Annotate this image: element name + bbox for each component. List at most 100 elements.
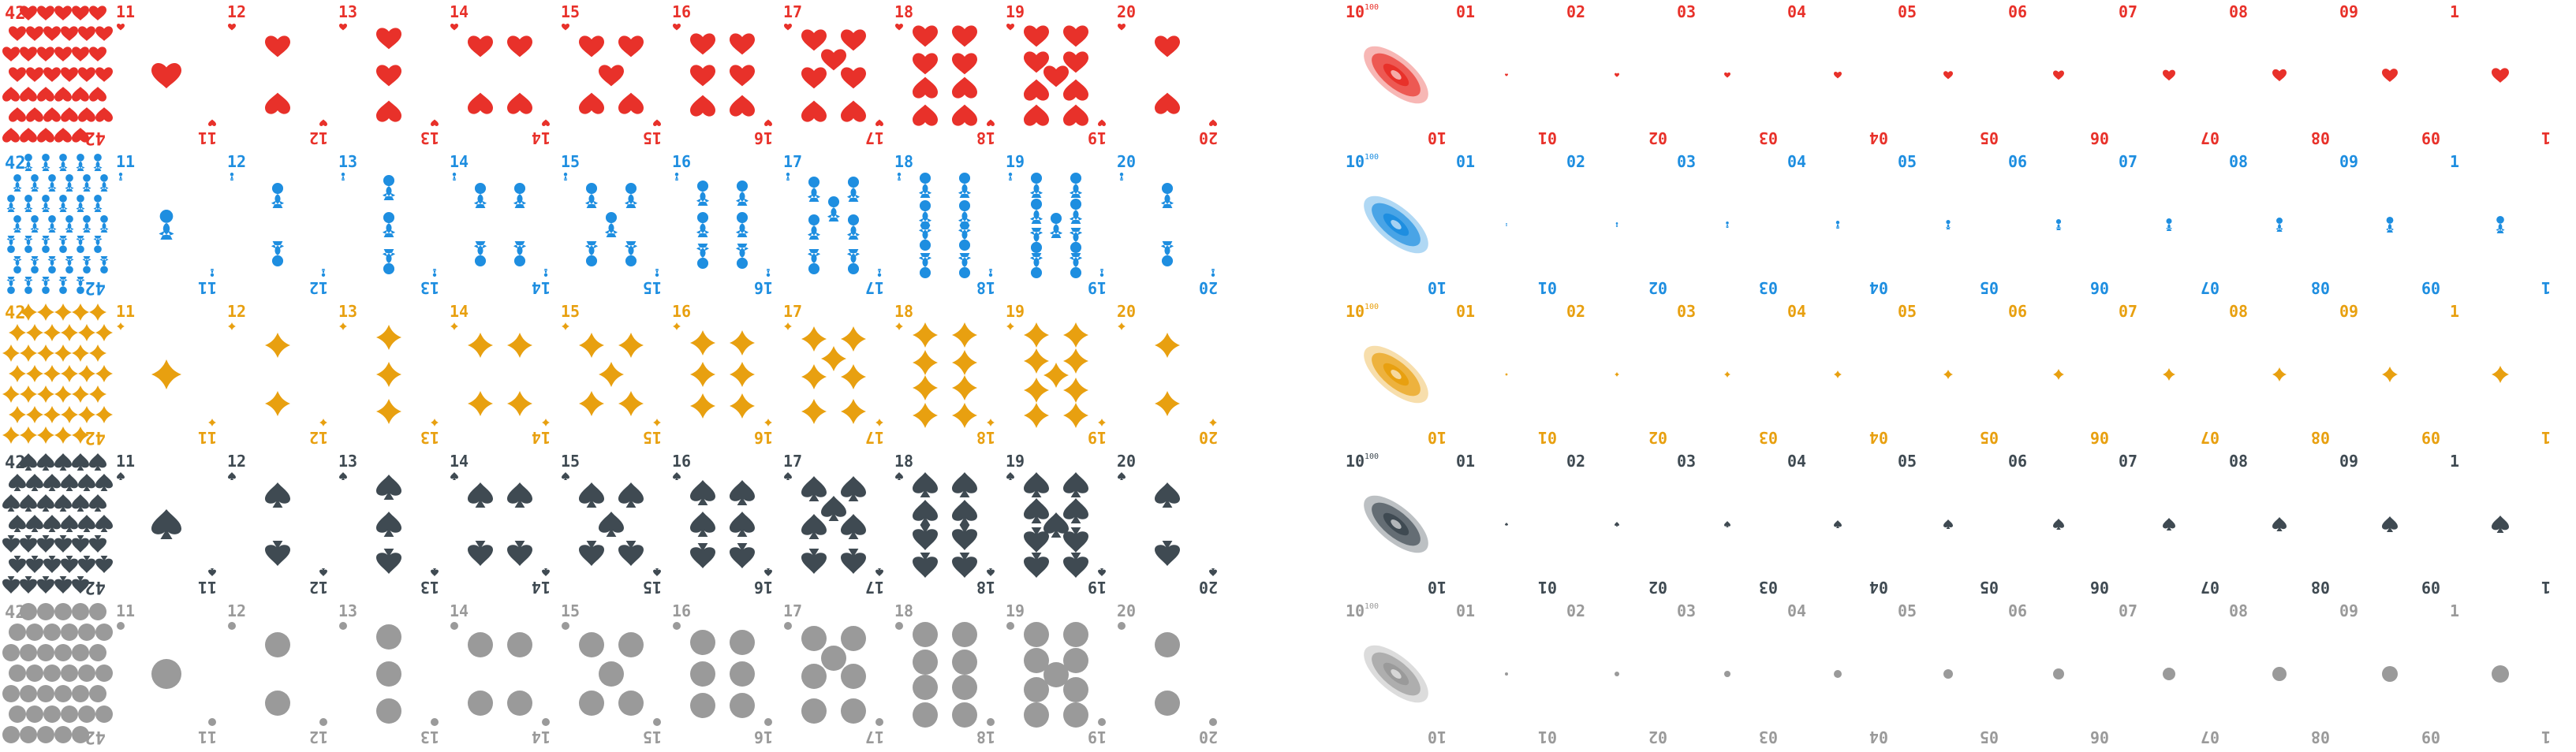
card-08-pips: 08 08 (2229, 601, 2330, 746)
card-42-diamonds: 42 42 (2, 303, 113, 447)
pips-pip-icon (54, 603, 72, 620)
card-label: 01 (1538, 428, 1557, 447)
diamonds-pip-icon (1063, 378, 1088, 403)
clubs-pip-icon (271, 241, 284, 266)
spades-pip-icon (1024, 498, 1049, 523)
diamonds-pip-icon (1615, 372, 1619, 377)
spades-pip-icon (54, 576, 72, 594)
pips-pip-icon (89, 644, 106, 661)
clubs-pip-icon (919, 200, 931, 225)
card-label: 19 (1006, 302, 1025, 321)
spades-pip-icon (690, 543, 715, 568)
diamonds-pip-icon (2272, 367, 2287, 382)
hearts-corner-icon (450, 24, 458, 31)
clubs-pip-icon (808, 214, 820, 240)
hearts-pip-icon (913, 25, 938, 47)
card-label: 08 (2311, 578, 2330, 597)
card-label: 20 (1117, 302, 1136, 321)
hearts-pip-icon (1063, 79, 1088, 101)
card-07-clubs: 07 07 (2119, 152, 2219, 297)
pips-pip-icon (690, 630, 715, 655)
hearts-corner-icon (319, 119, 327, 126)
clubs-pip-icon (1030, 228, 1043, 253)
hearts-pip-icon (26, 67, 43, 82)
clubs-pip-icon (808, 177, 820, 202)
card-label: 13 (420, 578, 439, 597)
card-label: 12 (309, 428, 328, 447)
card-label: 12 (227, 2, 246, 21)
clubs-pip-icon (47, 174, 57, 192)
hearts-pip-icon (20, 47, 37, 61)
hearts-pip-icon (20, 6, 37, 20)
card-label: 03 (1759, 428, 1778, 447)
spades-pip-icon (690, 512, 715, 537)
diamonds-pip-icon (54, 344, 72, 362)
clubs-pip-icon (6, 236, 16, 253)
card-label: 13 (338, 2, 357, 21)
diamonds-pip-icon (89, 303, 106, 321)
card-label: 05 (1980, 728, 1999, 746)
hearts-pip-icon (78, 26, 95, 41)
hearts-corner-icon (653, 119, 661, 126)
hearts-pip-icon (913, 104, 938, 126)
spades-pip-icon (37, 494, 54, 512)
pips-corner-icon (875, 718, 883, 726)
hearts-pip-icon (54, 128, 72, 143)
hearts-pip-icon (841, 67, 866, 89)
hearts-pip-icon (599, 65, 624, 87)
clubs-corner-icon (766, 269, 771, 277)
card-label: 20 (1199, 278, 1218, 297)
clubs-corner-icon (786, 173, 790, 181)
diamonds-pip-icon (2, 385, 20, 403)
spades-pip-icon (37, 576, 54, 594)
card-label: 12 (227, 152, 246, 171)
clubs-corner-icon (341, 173, 345, 181)
clubs-corner-icon (877, 269, 882, 277)
clubs-corner-icon (1119, 173, 1124, 181)
card-label: 17 (783, 302, 802, 321)
clubs-pip-icon (696, 212, 709, 237)
card-label: 08 (2229, 152, 2248, 171)
spades-pip-icon (821, 496, 846, 521)
card-label: 18 (894, 601, 913, 620)
card-03-hearts: 03 03 (1677, 2, 1778, 147)
spades-pip-icon (841, 514, 866, 539)
pips-pip-icon (1943, 669, 1953, 679)
hearts-pip-icon (37, 87, 54, 102)
card-label: 06 (2090, 278, 2109, 297)
card-label: 18 (976, 128, 995, 147)
hearts-pip-icon (20, 128, 37, 143)
card-label: 05 (1898, 601, 1917, 620)
card-label: 09 (2421, 728, 2440, 746)
card-label: 03 (1677, 152, 1696, 171)
card-07-diamonds: 07 07 (2119, 302, 2219, 447)
pips-pip-icon (95, 624, 113, 641)
card-label: 14 (532, 728, 551, 746)
pips-pip-icon (151, 659, 181, 689)
card-label: 12 (309, 578, 328, 597)
card-label: 14 (532, 128, 551, 147)
card-label: 07 (2201, 428, 2219, 447)
diamonds-corner-icon (895, 322, 903, 330)
hearts-pip-icon (2492, 68, 2509, 83)
spades-pip-icon (89, 535, 106, 553)
card-label: 07 (2119, 452, 2137, 471)
hearts-pip-icon (1024, 25, 1049, 47)
card-label: 18 (894, 452, 913, 471)
diamonds-pip-icon (95, 324, 113, 341)
clubs-pip-icon (1070, 228, 1082, 253)
card-06-diamonds: 06 06 (2008, 302, 2109, 447)
card-13-diamonds: 13 13 (338, 302, 439, 447)
card-07-spades: 07 07 (2119, 452, 2219, 597)
card-label: 19 (1006, 452, 1025, 471)
card-label: 14 (450, 302, 469, 321)
spades-pip-icon (841, 476, 866, 501)
pips-corner-icon (764, 718, 772, 726)
card-04-pips: 04 04 (1787, 601, 1888, 746)
card-label: 17 (783, 2, 802, 21)
